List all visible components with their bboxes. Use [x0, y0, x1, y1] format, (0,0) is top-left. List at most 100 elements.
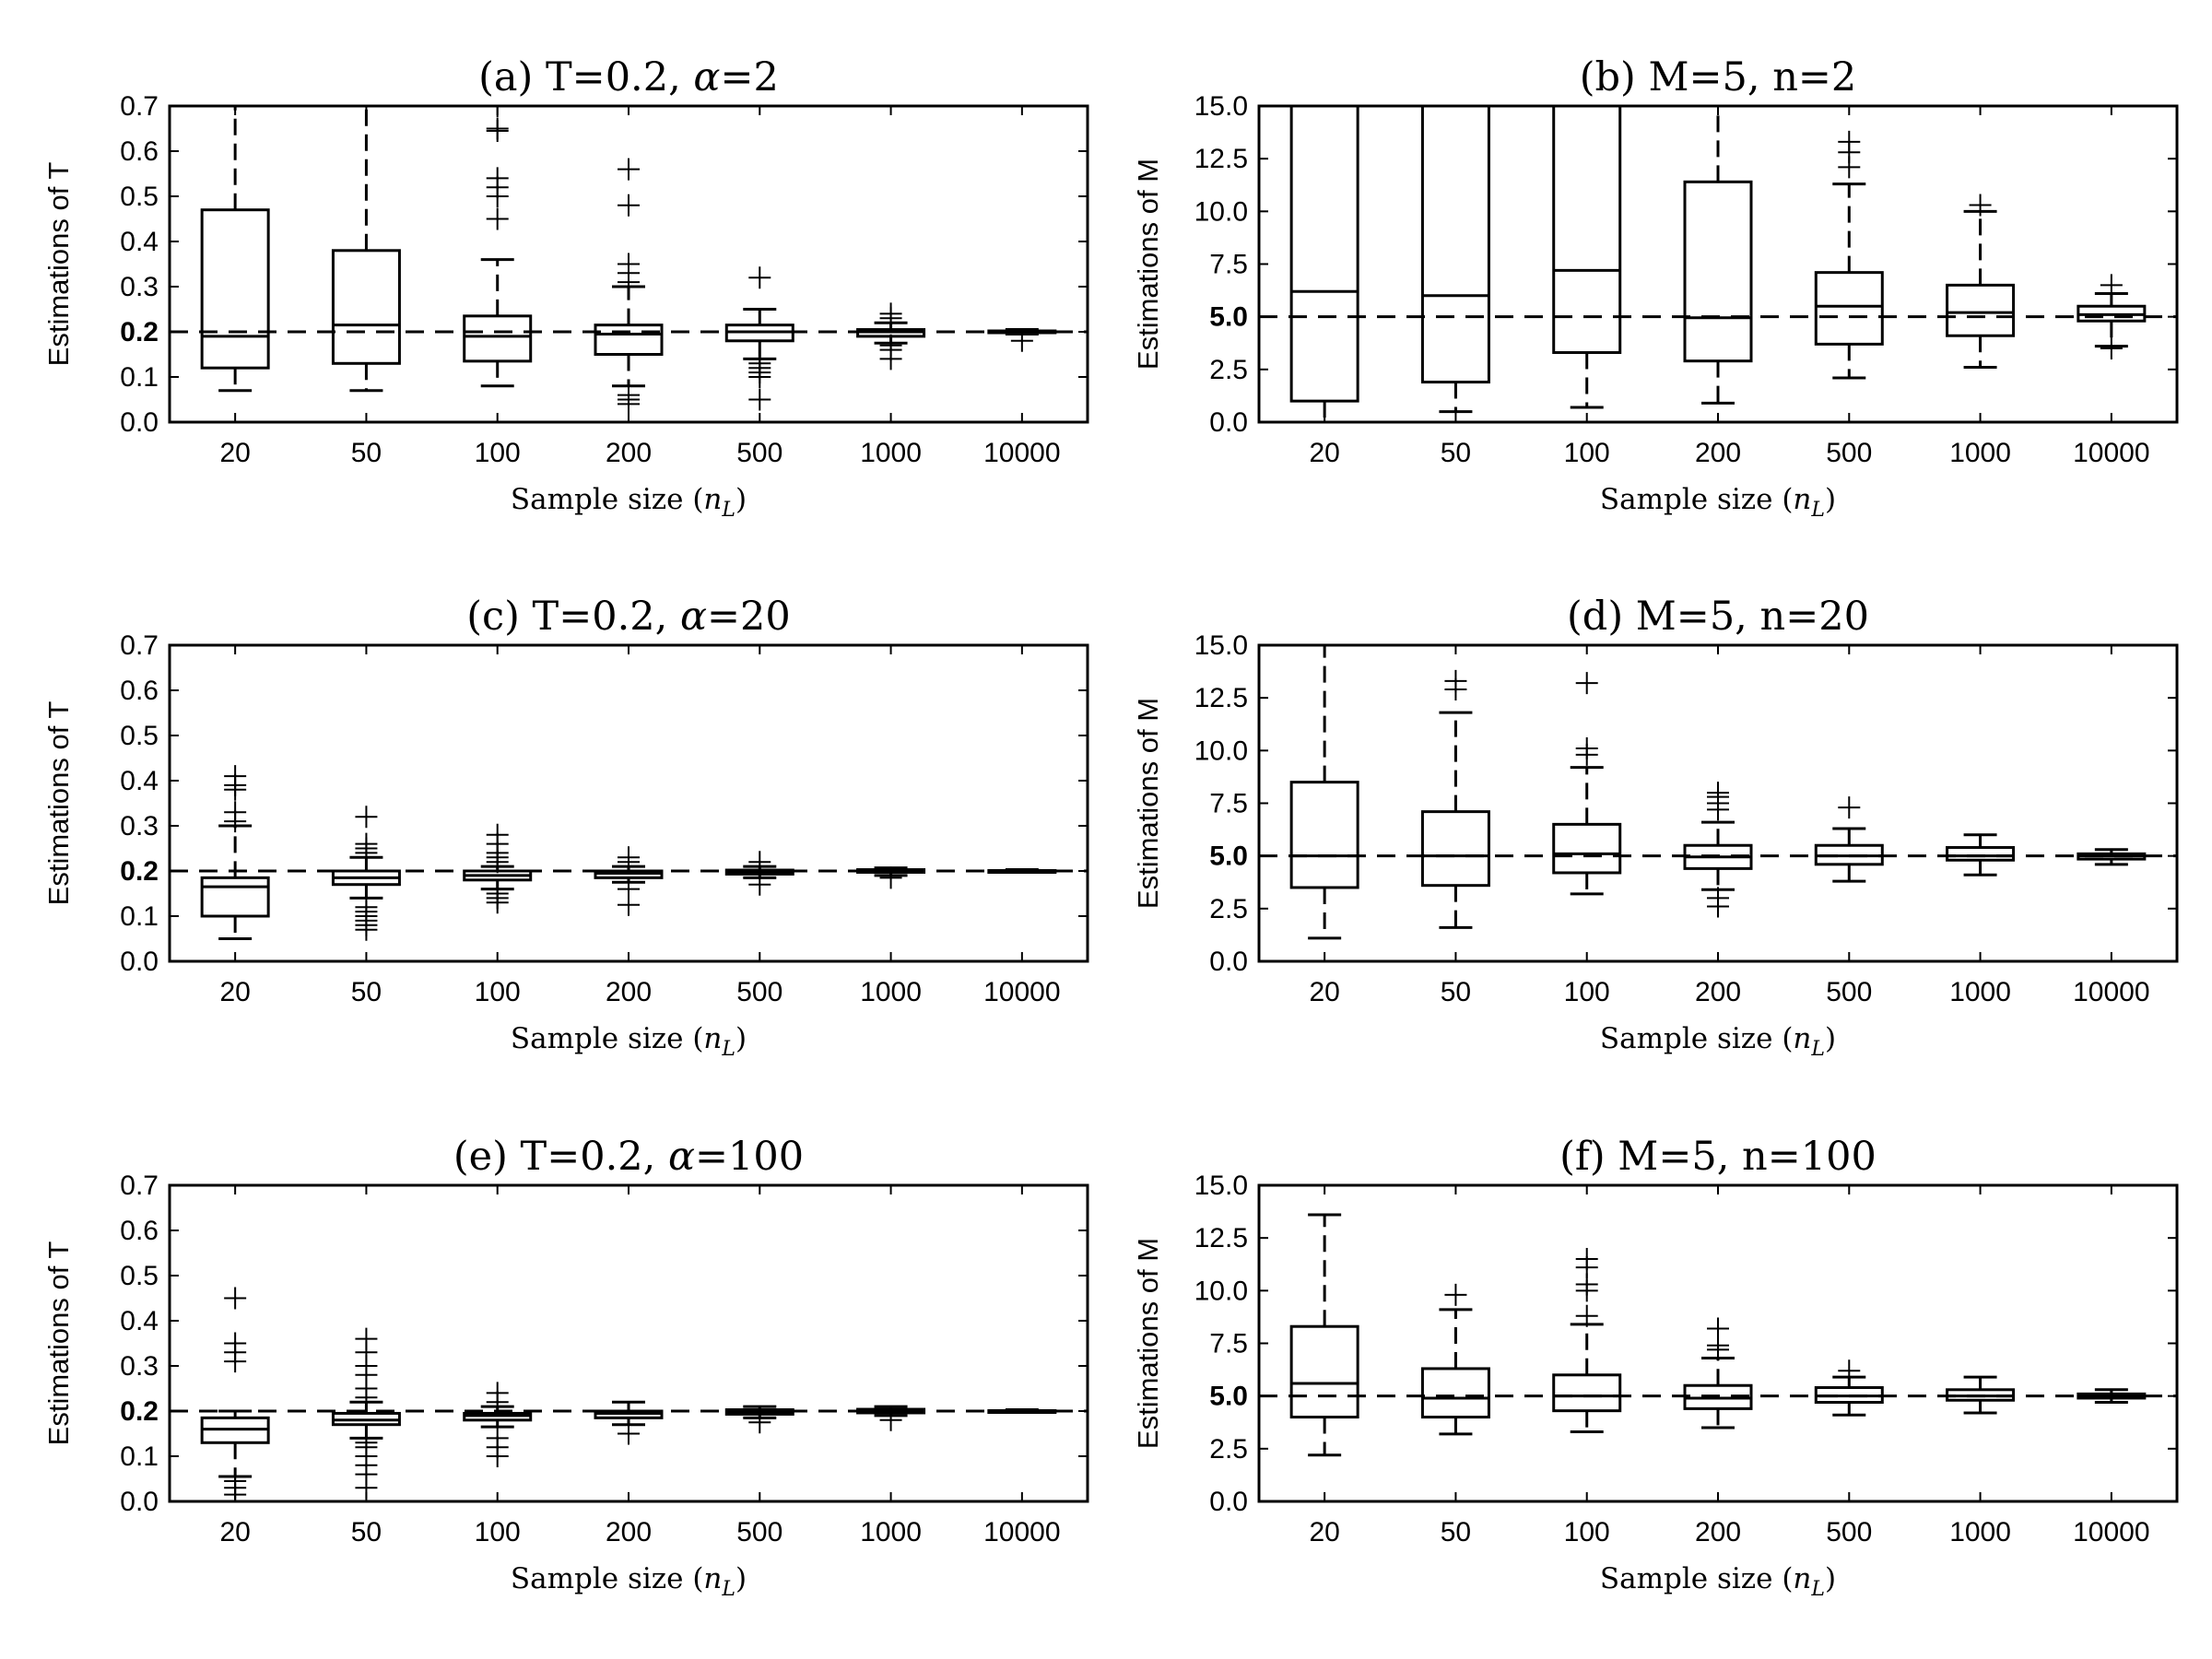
y-tick-label: 12.5: [1194, 144, 1248, 174]
box-100: [1552, 1248, 1622, 1434]
outlier-marker: [1969, 194, 1992, 217]
y-tick-label: 5.0: [1209, 841, 1248, 872]
outlier-marker: [1838, 1359, 1861, 1382]
x-tick-label: 50: [351, 977, 382, 1007]
iqr-box: [1420, 1367, 1490, 1419]
y-tick-label: 2.5: [1209, 1434, 1248, 1465]
axes-frame: [1257, 1183, 2179, 1503]
y-tick-label: 7.5: [1209, 1329, 1248, 1359]
plot-area: [200, 1287, 1057, 1501]
y-tick-label: 0.1: [120, 1441, 159, 1472]
y-tick-label: 7.5: [1209, 789, 1248, 819]
box-200: [594, 158, 664, 416]
box-100: [1552, 672, 1622, 896]
y-tick-label: 0.0: [120, 947, 159, 977]
y-tick-label: 0.3: [120, 811, 159, 841]
x-tick-label: 100: [475, 977, 521, 1007]
x-axis-label: Sample size (nL): [511, 1562, 747, 1601]
iqr-box: [1289, 1324, 1359, 1419]
outlier-marker: [748, 873, 771, 896]
subplot-title: (f) M=5, n=100: [1559, 1134, 1877, 1180]
box-20: [1289, 1213, 1359, 1457]
outlier-marker: [355, 1327, 378, 1350]
x-tick-label: 100: [475, 1517, 521, 1547]
y-tick-label: 0.5: [120, 182, 159, 212]
plot-area: [200, 765, 1057, 941]
outlier-marker: [486, 882, 509, 905]
x-tick-label: 20: [1309, 438, 1339, 468]
iqr-box: [1683, 180, 1753, 363]
x-tick-label: 200: [1695, 977, 1741, 1007]
box-100: [463, 106, 533, 388]
y-tick-label: 0.4: [120, 1306, 159, 1336]
box-50: [331, 106, 401, 393]
outlier-marker: [618, 877, 640, 900]
y-tick-label: 0.2: [120, 856, 159, 887]
subplot-d: (d) M=5, n=20 Estimations of M Sample size…: [1132, 594, 2179, 1061]
outlier-marker: [355, 806, 378, 829]
box-100: [463, 1382, 533, 1467]
axes-frame: [168, 643, 1089, 963]
subplot-title: (d) M=5, n=20: [1567, 594, 1869, 640]
y-axis-label: Estimations of M: [1132, 698, 1164, 909]
x-tick-label: 500: [736, 438, 782, 468]
y-tick-label: 0.0: [1209, 407, 1248, 438]
iqr-box: [1552, 1373, 1622, 1413]
box-50: [331, 806, 401, 941]
y-tick-label: 12.5: [1194, 683, 1248, 713]
axes-frame: [1257, 104, 2179, 424]
outlier-marker: [486, 207, 509, 230]
outlier-marker: [486, 167, 509, 190]
iqr-box: [1289, 106, 1359, 403]
x-tick-label: 20: [219, 438, 250, 468]
outlier-marker: [1707, 887, 1729, 910]
outlier-marker: [618, 846, 640, 869]
outlier-marker: [486, 1427, 509, 1450]
y-axis-label: Estimations of M: [1132, 1238, 1164, 1449]
y-tick-label: 0.5: [120, 721, 159, 751]
y-tick-label: 0.0: [1209, 947, 1248, 977]
outlier-marker: [748, 388, 771, 411]
outlier-marker: [1444, 669, 1467, 692]
outlier-marker: [618, 158, 640, 181]
outlier-marker: [224, 765, 247, 788]
y-axis-label: Estimations of M: [1132, 159, 1164, 370]
outlier-marker: [355, 1431, 378, 1454]
box-500: [1814, 796, 1884, 883]
subplot-e: (e) T=0.2, α=100 Estimations of T Sample s…: [42, 1134, 1089, 1601]
x-tick-label: 1000: [860, 977, 922, 1007]
x-tick-label: 10000: [2073, 977, 2149, 1007]
y-tick-label: 0.6: [120, 1216, 159, 1246]
outlier-marker: [2100, 274, 2123, 297]
x-tick-label: 1000: [1949, 1517, 2011, 1547]
axes-frame: [168, 1183, 1089, 1503]
box-100: [463, 823, 533, 914]
x-tick-label: 20: [1309, 1517, 1339, 1547]
box-50: [331, 1327, 401, 1500]
x-tick-label: 20: [1309, 977, 1339, 1007]
axes-frame: [1257, 643, 2179, 963]
outlier-marker: [618, 383, 640, 406]
box-50: [1420, 106, 1490, 414]
x-axis-label: Sample size (nL): [511, 1022, 747, 1061]
box-100: [1552, 106, 1622, 409]
y-tick-label: 0.1: [120, 901, 159, 932]
outlier-marker: [224, 1287, 247, 1310]
subplot-a: (a) T=0.2, α=2 Estimations of T Sample siz…: [42, 54, 1089, 522]
x-axis-label: Sample size (nL): [1600, 1022, 1836, 1061]
x-tick-label: 20: [219, 1517, 250, 1547]
x-tick-label: 500: [736, 1517, 782, 1547]
outlier-marker: [1010, 329, 1033, 352]
box-20: [200, 1287, 270, 1501]
x-tick-label: 500: [1826, 1517, 1872, 1547]
box-200: [1683, 1317, 1753, 1430]
x-tick-label: 200: [606, 438, 652, 468]
box-500: [724, 266, 794, 411]
outlier-marker: [1575, 1304, 1598, 1327]
x-tick-label: 50: [351, 438, 382, 468]
iqr-box: [200, 208, 270, 370]
iqr-box: [1814, 271, 1884, 346]
x-tick-label: 10000: [983, 977, 1060, 1007]
iqr-box: [1946, 283, 2016, 337]
